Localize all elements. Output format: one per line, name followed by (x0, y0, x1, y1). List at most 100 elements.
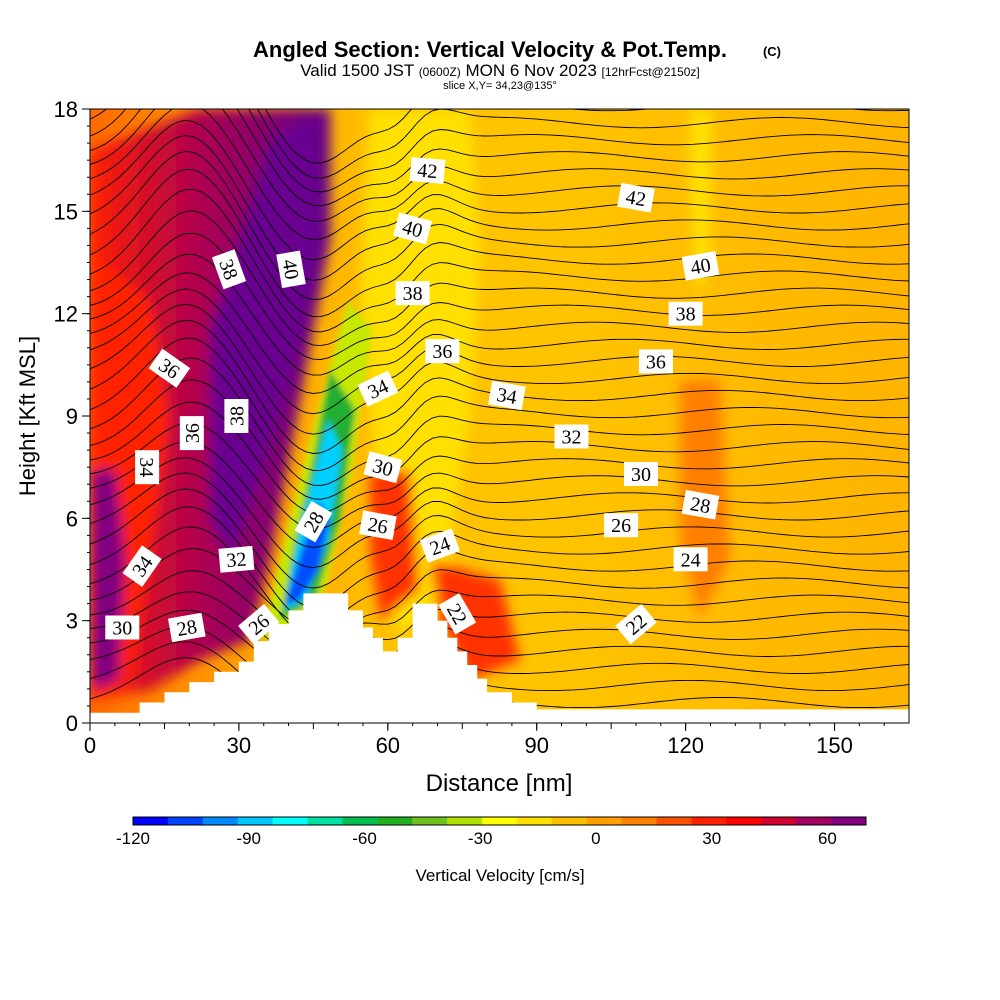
slice-label: slice X,Y= 34,23@135° (443, 80, 557, 92)
contour-label: 34 (135, 450, 160, 485)
svg-text:36: 36 (646, 351, 666, 373)
colorbar-frame (132, 816, 867, 826)
contour-label: 40 (681, 251, 720, 281)
svg-text:40: 40 (277, 258, 302, 282)
theta-contour-line (90, 337, 909, 471)
contour-label: 30 (624, 462, 658, 486)
theta-contour-line (90, 272, 909, 394)
colorbar-swatch (412, 817, 448, 825)
theta-contour-line (90, 168, 909, 318)
colorbar-swatch (202, 817, 239, 825)
contour-label: 36 (179, 416, 204, 451)
svg-text:38: 38 (403, 283, 423, 305)
y-tick-label: 18 (54, 97, 78, 122)
colorbar-tick-label: -30 (468, 829, 493, 848)
contour-label: 38 (668, 301, 703, 326)
main-purple-core (210, 120, 318, 560)
right-red-cells (370, 470, 420, 620)
colorbar-swatch (761, 817, 797, 825)
colorbar-swatch (551, 817, 588, 825)
colorbar-swatch (342, 817, 378, 825)
svg-text:28: 28 (689, 493, 713, 518)
y-tick-label: 9 (66, 404, 78, 429)
theta-contour-line (90, 303, 909, 435)
theta-contour-line (90, 488, 909, 608)
svg-text:32: 32 (226, 548, 248, 572)
contour-label: 24 (673, 547, 708, 572)
colorbar-tick-label: -90 (236, 829, 261, 848)
y-axis-label: Height [Kft MSL] (15, 336, 40, 496)
svg-text:28: 28 (175, 616, 199, 641)
theta-contour-line (90, 609, 909, 680)
contour-label: 34 (488, 380, 526, 411)
svg-text:38: 38 (676, 304, 696, 326)
colorbar-swatch (167, 817, 204, 825)
contour-label: 40 (276, 250, 306, 289)
colorbar-tick-label: 30 (702, 829, 721, 848)
y-tick-label: 6 (66, 506, 78, 531)
colorbar-swatch (691, 817, 727, 825)
colorbar-tick-label: -120 (116, 829, 150, 848)
y-axis: 0 3 6 9 12 15 18 (54, 97, 90, 736)
subtitle-fcst: [12hrFcst@2150z] (602, 65, 700, 79)
velocity-field (90, 109, 909, 723)
theta-contour-line (90, 109, 909, 179)
svg-text:40: 40 (689, 254, 713, 279)
theta-contour-line (90, 422, 909, 530)
contour-label: 26 (359, 510, 397, 540)
subtitle-date: MON 6 Nov 2023 (465, 61, 596, 80)
x-tick-label: 120 (667, 733, 704, 758)
yellow-right-streak (690, 109, 712, 300)
svg-text:24: 24 (681, 549, 701, 571)
colorbar-swatch (447, 817, 483, 825)
colorbar: -120 -90 -60 -30 0 30 60 (116, 816, 867, 848)
x-axis-label: Distance [nm] (426, 770, 573, 797)
colorbar-swatch (586, 817, 623, 825)
contour-label: 28 (167, 612, 206, 643)
theta-contour-line (90, 506, 909, 625)
chart-titles: Angled Section: Vertical Velocity & Pot.… (253, 37, 781, 92)
colorbar-swatch (133, 817, 169, 825)
theta-contour-line (90, 570, 909, 646)
colorbar-swatch (377, 817, 413, 825)
contour-label: 24 (419, 528, 460, 563)
contour-label: 28 (681, 489, 720, 520)
theta-contour-line (90, 357, 909, 486)
colorbar-swatch (272, 817, 309, 825)
contour-label: 32 (554, 424, 589, 449)
svg-text:30: 30 (631, 464, 651, 486)
theta-contour-line (90, 109, 909, 222)
contour-label: 42 (617, 182, 655, 213)
colorbar-swatch (237, 817, 274, 825)
svg-text:36: 36 (182, 423, 204, 443)
colorbar-swatch (516, 817, 553, 825)
theta-contour-line (90, 150, 909, 301)
theta-contour-line (90, 641, 909, 714)
contour-label: 36 (425, 339, 460, 364)
colorbar-swatch (796, 817, 832, 825)
colorbar-tick-label: 0 (591, 829, 600, 848)
colorbar-tick-label: -60 (352, 829, 377, 848)
theta-contour-line (90, 526, 909, 640)
theta-contour-line (90, 591, 909, 662)
svg-text:42: 42 (624, 186, 648, 211)
chart-title: Angled Section: Vertical Velocity & Pot.… (253, 37, 727, 62)
svg-text:34: 34 (135, 457, 157, 477)
contour-label: 30 (105, 615, 140, 640)
y-tick-label: 15 (54, 199, 78, 224)
subtitle-prefix: Valid 1500 JST (300, 61, 414, 80)
terrain (90, 593, 909, 723)
svg-text:30: 30 (112, 618, 132, 640)
colorbar-swatch (726, 817, 762, 825)
theta-contour-line (90, 109, 909, 207)
colorbar-label: Vertical Velocity [cm/s] (415, 866, 584, 885)
contour-label: 38 (224, 399, 249, 433)
contour-label: 38 (395, 281, 430, 306)
colorbar-swatch (656, 817, 692, 825)
theta-contour-line (90, 119, 909, 261)
colorbar-swatch (307, 817, 343, 825)
theta-contour-line (90, 626, 909, 701)
contour-label: 36 (638, 349, 673, 374)
colorbar-swatch (831, 817, 867, 825)
